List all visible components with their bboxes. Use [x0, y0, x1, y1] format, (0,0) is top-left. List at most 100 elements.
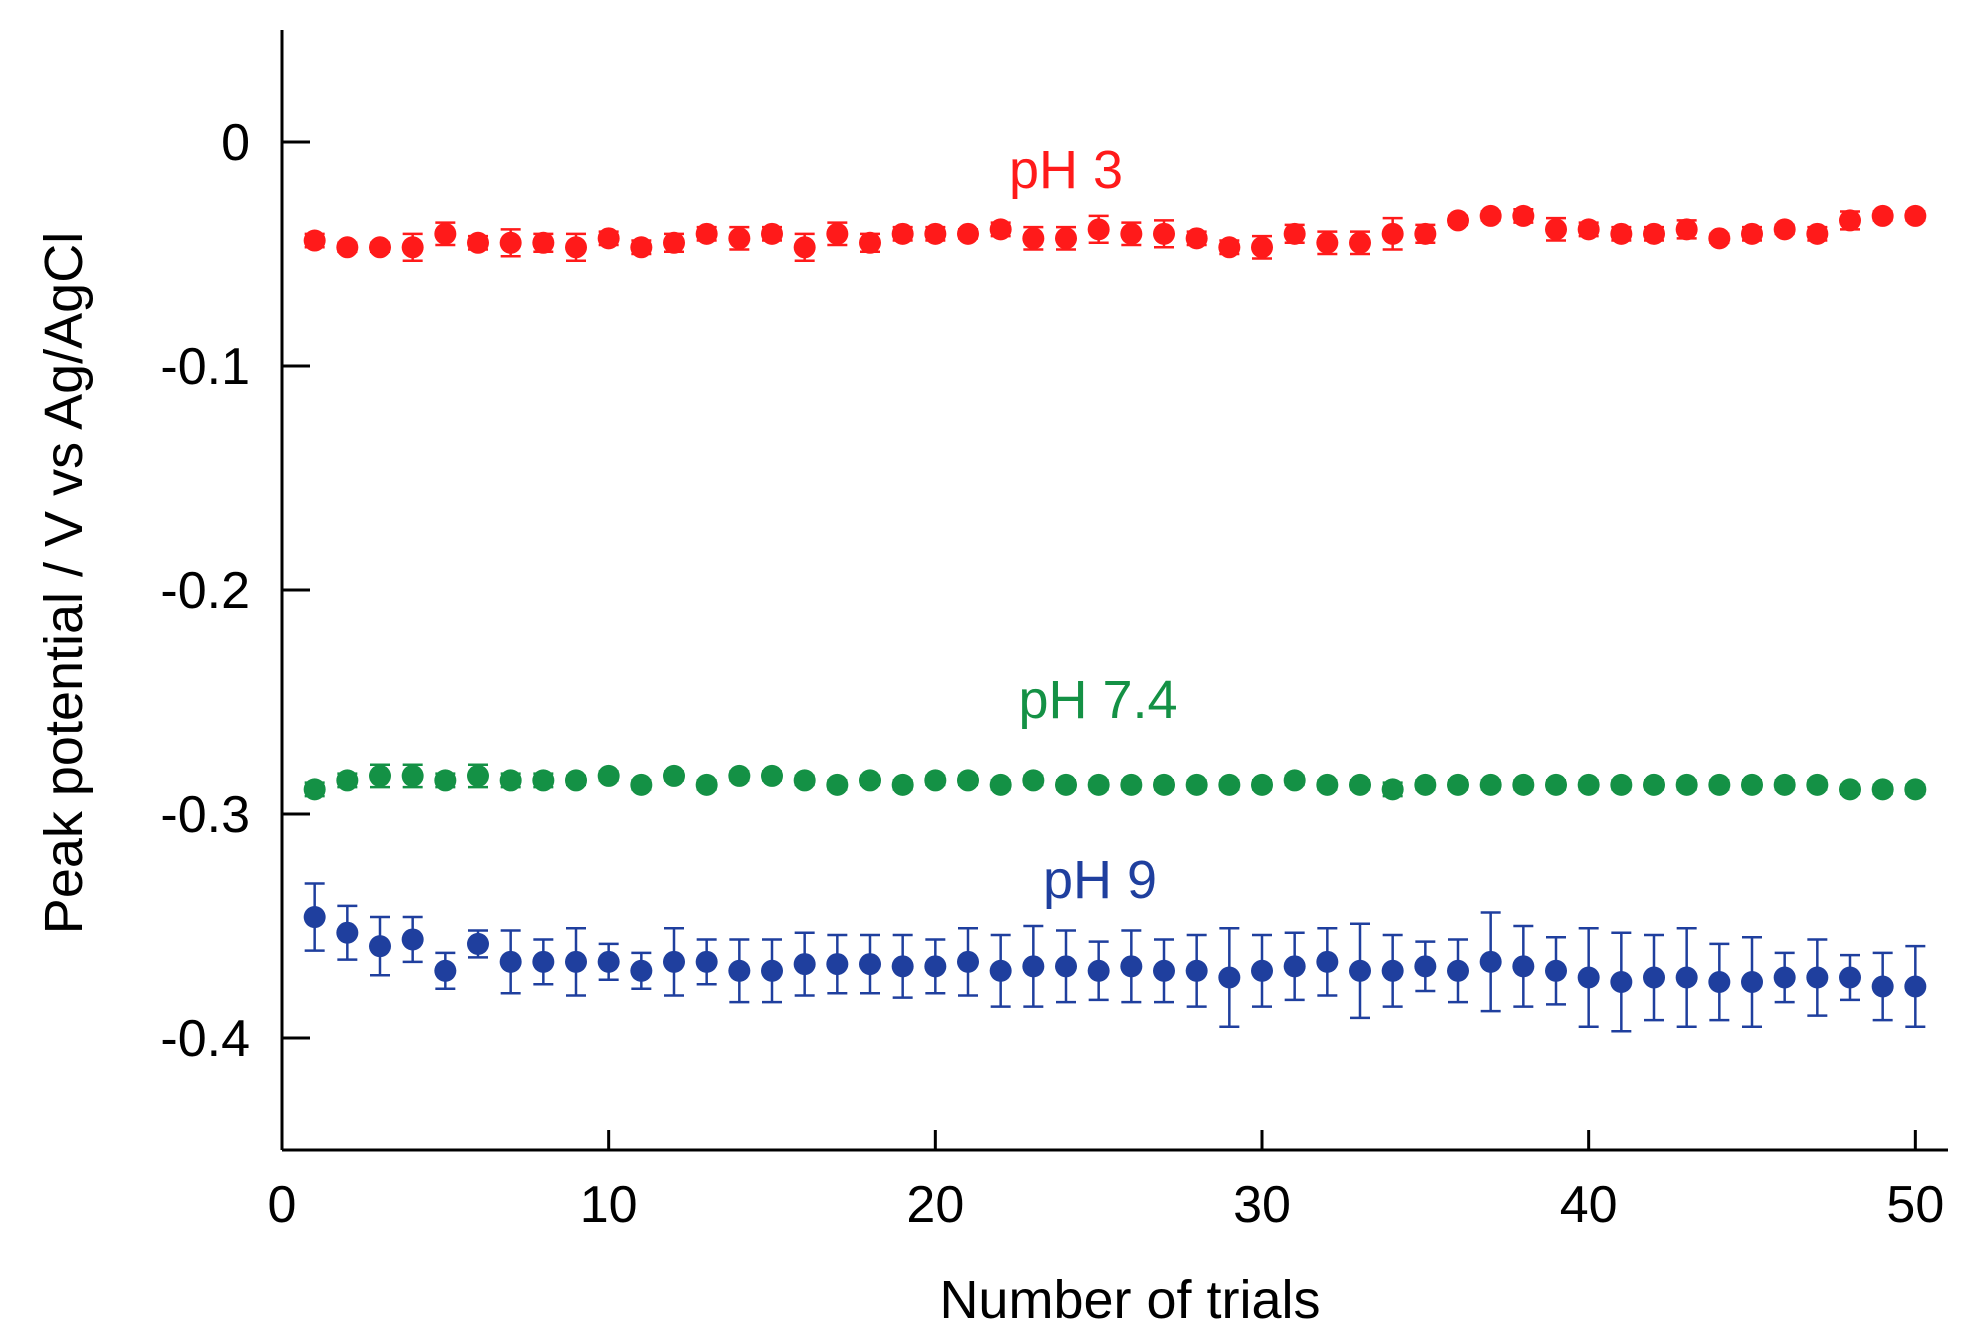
- data-point-ph-9: [1055, 955, 1077, 978]
- data-point-ph-3: [597, 227, 620, 250]
- data-point-ph-7-4: [695, 773, 718, 796]
- y-tick-label: -0.3: [160, 786, 250, 844]
- data-point-ph-7-4: [1479, 773, 1502, 796]
- data-point-ph-3: [401, 236, 424, 259]
- data-point-ph-9: [695, 950, 718, 973]
- data-point-ph-3: [1087, 218, 1110, 241]
- data-point-ph-7-4: [1447, 773, 1469, 796]
- x-tick-label: 10: [580, 1176, 638, 1234]
- data-point-ph-3: [1381, 222, 1404, 245]
- data-point-ph-9: [369, 935, 391, 958]
- data-point-ph-9: [1381, 959, 1404, 982]
- points-layer: [303, 204, 1927, 998]
- data-point-ph-9: [1087, 959, 1110, 982]
- data-point-ph-3: [957, 222, 979, 245]
- data-point-ph-3: [1806, 222, 1829, 245]
- data-point-ph-9: [1447, 959, 1469, 982]
- data-point-ph-9: [1708, 971, 1731, 993]
- x-tick-label: 30: [1233, 1176, 1291, 1234]
- data-point-ph-3: [728, 227, 751, 250]
- data-point-ph-9: [1773, 966, 1796, 989]
- data-point-ph-9: [467, 932, 489, 955]
- data-point-ph-3: [532, 231, 555, 254]
- data-point-ph-3: [1251, 236, 1273, 259]
- x-tick-label: 0: [268, 1176, 297, 1234]
- data-point-ph-9: [1251, 959, 1273, 982]
- data-point-ph-7-4: [1414, 773, 1437, 796]
- data-point-ph-9: [1675, 966, 1698, 989]
- data-point-ph-3: [1741, 222, 1763, 245]
- data-point-ph-7-4: [826, 773, 849, 796]
- data-point-ph-3: [1904, 204, 1927, 227]
- axes: 0 10 20 30 40 50 0 -0.1 -0.2 -0.3 -0.4: [160, 30, 1948, 1234]
- data-point-ph-9: [1806, 966, 1829, 989]
- data-point-ph-7-4: [891, 773, 914, 796]
- data-point-ph-7-4: [1773, 773, 1796, 796]
- data-point-ph-3: [1218, 236, 1241, 259]
- data-point-ph-9: [336, 921, 359, 944]
- data-point-ph-3: [565, 236, 587, 259]
- data-point-ph-7-4: [1022, 769, 1045, 792]
- data-point-ph-3: [1871, 204, 1894, 227]
- data-point-ph-3: [1283, 222, 1306, 245]
- plot-area: [303, 204, 1927, 1033]
- data-point-ph-3: [1153, 222, 1175, 245]
- data-point-ph-9: [1414, 955, 1437, 978]
- data-point-ph-7-4: [1087, 773, 1110, 796]
- data-point-ph-7-4: [1349, 773, 1371, 796]
- data-point-ph-7-4: [1643, 773, 1665, 796]
- data-point-ph-9: [1349, 959, 1371, 982]
- x-tick-label: 50: [1886, 1176, 1944, 1234]
- data-point-ph-9: [532, 950, 555, 973]
- data-point-ph-7-4: [1153, 773, 1175, 796]
- data-point-ph-3: [1643, 222, 1665, 245]
- data-point-ph-3: [1675, 218, 1698, 241]
- data-point-ph-7-4: [1251, 773, 1273, 796]
- data-point-ph-3: [1773, 218, 1796, 241]
- data-point-ph-7-4: [1218, 773, 1241, 796]
- data-point-ph-9: [630, 959, 653, 982]
- data-point-ph-3: [336, 236, 359, 259]
- data-point-ph-3: [1022, 227, 1045, 250]
- data-point-ph-9: [303, 906, 326, 929]
- data-point-ph-9: [1218, 966, 1241, 989]
- data-point-ph-9: [859, 953, 881, 976]
- data-point-ph-9: [663, 950, 685, 973]
- data-point-ph-3: [1447, 209, 1469, 232]
- data-point-ph-7-4: [369, 764, 391, 787]
- data-point-ph-9: [1479, 950, 1502, 973]
- data-point-ph-3: [1316, 231, 1339, 254]
- data-point-ph-9: [1904, 975, 1927, 998]
- data-point-ph-7-4: [336, 769, 359, 792]
- data-point-ph-3: [1577, 218, 1600, 241]
- x-axis-title: Number of trials: [939, 1270, 1320, 1330]
- data-point-ph-9: [1839, 966, 1861, 989]
- data-point-ph-3: [467, 231, 489, 254]
- data-point-ph-7-4: [1610, 773, 1633, 796]
- data-point-ph-9: [565, 950, 587, 973]
- data-point-ph-3: [761, 222, 783, 245]
- data-point-ph-7-4: [663, 764, 685, 787]
- data-point-ph-9: [1153, 959, 1175, 982]
- data-point-ph-3: [989, 218, 1012, 241]
- data-point-ph-3: [663, 231, 685, 254]
- data-point-ph-7-4: [1185, 773, 1208, 796]
- data-point-ph-9: [1022, 955, 1045, 978]
- data-point-ph-9: [1283, 955, 1306, 978]
- data-point-ph-9: [1185, 959, 1208, 982]
- data-point-ph-3: [1839, 209, 1861, 232]
- data-point-ph-9: [957, 950, 979, 973]
- data-point-ph-3: [1414, 222, 1437, 245]
- y-tick-label: 0: [221, 114, 250, 172]
- data-point-ph-3: [793, 236, 816, 259]
- data-point-ph-9: [924, 955, 947, 978]
- series-labels: pH 3 pH 7.4 pH 9: [1009, 140, 1178, 910]
- data-point-ph-3: [859, 231, 881, 254]
- data-point-ph-7-4: [989, 773, 1012, 796]
- data-point-ph-9: [1316, 950, 1339, 973]
- data-point-ph-7-4: [859, 769, 881, 792]
- data-point-ph-3: [1055, 227, 1077, 250]
- data-point-ph-3: [499, 231, 522, 254]
- data-point-ph-7-4: [1871, 778, 1894, 801]
- data-point-ph-9: [1871, 975, 1894, 998]
